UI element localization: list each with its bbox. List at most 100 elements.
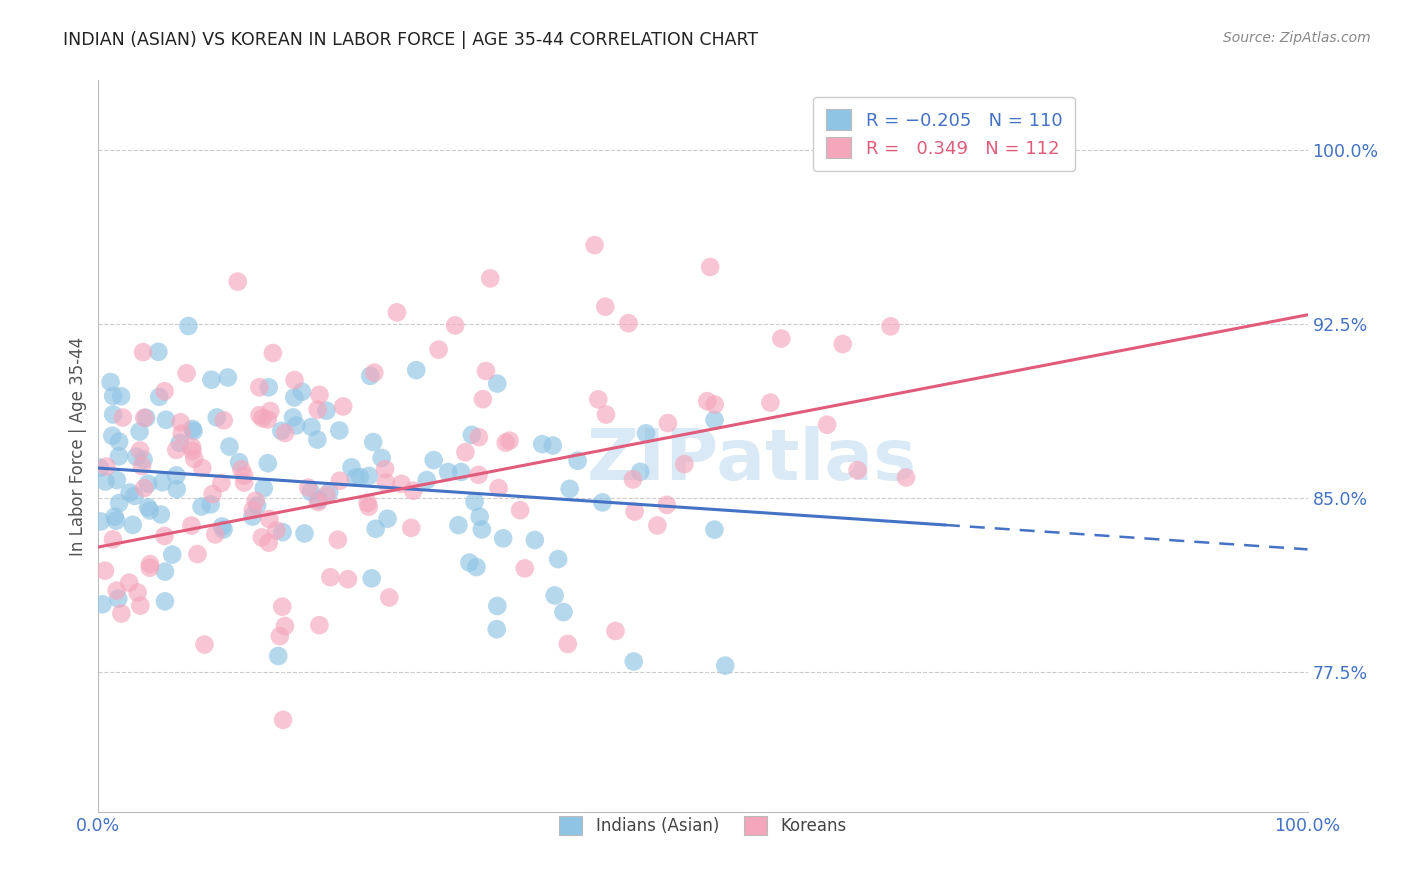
- Point: [186, 547, 208, 561]
- Point: [363, 366, 385, 380]
- Point: [291, 384, 314, 399]
- Point: [129, 599, 152, 613]
- Point: [815, 417, 838, 432]
- Legend: Indians (Asian), Koreans: Indians (Asian), Koreans: [551, 807, 855, 844]
- Point: [588, 392, 610, 407]
- Point: [531, 437, 554, 451]
- Point: [110, 607, 132, 621]
- Point: [118, 575, 141, 590]
- Point: [104, 509, 127, 524]
- Point: [262, 346, 284, 360]
- Point: [211, 519, 233, 533]
- Point: [468, 509, 491, 524]
- Point: [118, 485, 141, 500]
- Point: [217, 370, 239, 384]
- Point: [89, 460, 111, 475]
- Point: [673, 457, 696, 471]
- Point: [150, 475, 173, 490]
- Point: [90, 515, 112, 529]
- Point: [200, 373, 222, 387]
- Point: [134, 410, 156, 425]
- Point: [450, 465, 472, 479]
- Point: [595, 408, 617, 422]
- Point: [108, 496, 131, 510]
- Point: [377, 511, 399, 525]
- Point: [485, 622, 508, 636]
- Point: [307, 433, 329, 447]
- Point: [271, 713, 294, 727]
- Point: [283, 373, 305, 387]
- Point: [714, 658, 737, 673]
- Point: [266, 524, 288, 538]
- Point: [228, 455, 250, 469]
- Point: [193, 638, 215, 652]
- Point: [357, 469, 380, 483]
- Point: [299, 484, 322, 499]
- Point: [132, 452, 155, 467]
- Point: [447, 518, 470, 533]
- Point: [250, 530, 273, 544]
- Point: [770, 332, 793, 346]
- Point: [465, 560, 488, 574]
- Point: [374, 475, 396, 490]
- Point: [513, 561, 536, 575]
- Text: INDIAN (ASIAN) VS KOREAN IN LABOR FORCE | AGE 35-44 CORRELATION CHART: INDIAN (ASIAN) VS KOREAN IN LABOR FORCE …: [63, 31, 758, 49]
- Point: [340, 460, 363, 475]
- Point: [169, 435, 191, 450]
- Point: [623, 655, 645, 669]
- Point: [131, 459, 153, 474]
- Point: [281, 410, 304, 425]
- Point: [253, 481, 276, 495]
- Point: [655, 498, 678, 512]
- Point: [475, 364, 498, 378]
- Point: [256, 412, 278, 426]
- Point: [201, 487, 224, 501]
- Point: [96, 459, 118, 474]
- Point: [349, 470, 371, 484]
- Point: [703, 523, 725, 537]
- Point: [307, 402, 329, 417]
- Point: [621, 472, 644, 486]
- Point: [464, 495, 486, 509]
- Point: [209, 475, 232, 490]
- Point: [628, 465, 651, 479]
- Point: [894, 470, 917, 484]
- Point: [458, 556, 481, 570]
- Point: [315, 488, 337, 502]
- Point: [471, 523, 494, 537]
- Point: [879, 319, 901, 334]
- Point: [402, 483, 425, 498]
- Point: [471, 392, 494, 407]
- Point: [416, 473, 439, 487]
- Point: [307, 495, 329, 509]
- Point: [488, 481, 510, 495]
- Point: [831, 337, 853, 351]
- Point: [454, 445, 477, 459]
- Point: [703, 413, 725, 427]
- Point: [181, 422, 204, 436]
- Point: [498, 434, 520, 448]
- Point: [218, 440, 240, 454]
- Point: [205, 410, 228, 425]
- Point: [165, 442, 187, 457]
- Point: [461, 427, 484, 442]
- Point: [468, 430, 491, 444]
- Point: [139, 561, 162, 575]
- Point: [183, 451, 205, 466]
- Point: [703, 397, 725, 411]
- Point: [136, 476, 159, 491]
- Point: [101, 429, 124, 443]
- Point: [543, 589, 565, 603]
- Point: [128, 425, 150, 439]
- Point: [249, 408, 271, 422]
- Point: [246, 499, 269, 513]
- Point: [148, 390, 170, 404]
- Point: [308, 492, 330, 507]
- Point: [105, 473, 128, 487]
- Point: [270, 424, 292, 438]
- Point: [132, 345, 155, 359]
- Point: [233, 468, 256, 483]
- Point: [492, 532, 515, 546]
- Point: [181, 443, 204, 458]
- Point: [107, 591, 129, 606]
